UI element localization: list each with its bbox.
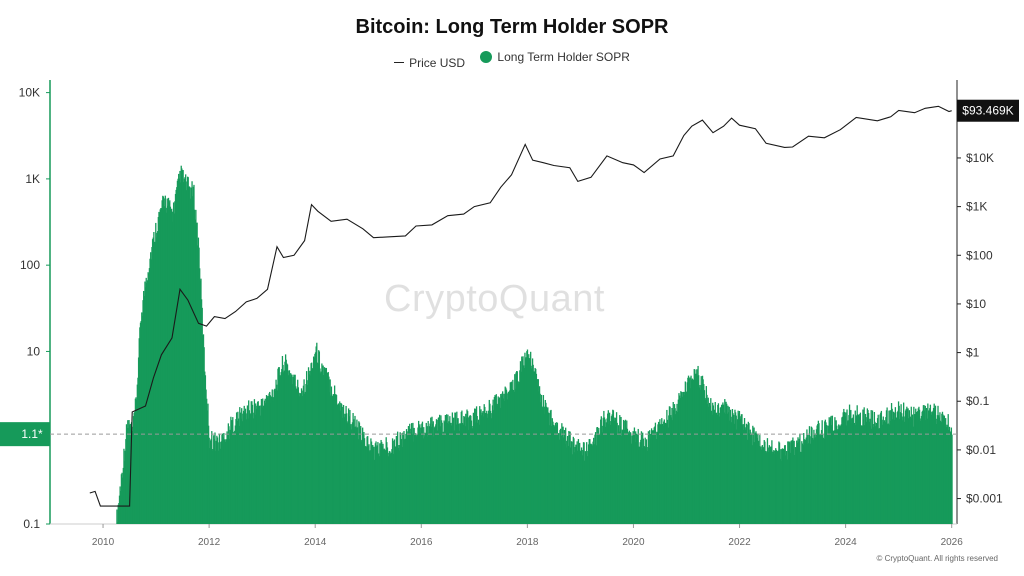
x-tick-label: 2010 — [92, 537, 115, 548]
x-tick-label: 2020 — [622, 537, 645, 548]
chart-title: Bitcoin: Long Term Holder SOPR — [355, 16, 669, 38]
right-tick-label: $0.01 — [966, 443, 996, 457]
right-tick-label: $1K — [966, 200, 987, 214]
legend-label-sopr: Long Term Holder SOPR — [497, 50, 630, 64]
legend-item-sopr[interactable]: Long Term Holder SOPR — [480, 50, 630, 64]
left-tick-label: 10K — [19, 86, 40, 100]
x-tick-label: 2022 — [728, 537, 751, 548]
x-tick-label: 2012 — [198, 537, 221, 548]
sopr-bar — [951, 434, 953, 524]
right-tick-label: $100 — [966, 248, 993, 262]
right-tick-label: $10K — [966, 151, 994, 165]
left-tick-label: 1K — [25, 172, 40, 186]
left-tick-label: 10 — [27, 344, 41, 358]
sopr-bar — [116, 509, 118, 524]
x-tick-label: 2024 — [834, 537, 857, 548]
current-price-label: $93.469K — [962, 104, 1013, 118]
copyright: © CryptoQuant. All rights reserved — [876, 554, 999, 563]
price-line — [89, 105, 952, 507]
x-tick-label: 2026 — [941, 537, 964, 548]
x-tick-label: 2016 — [410, 537, 433, 548]
current-price-box — [957, 99, 1019, 122]
sopr-bars — [116, 165, 953, 525]
watermark: CryptoQuant — [384, 278, 605, 320]
price-line-swatch — [394, 62, 405, 63]
legend: Price USD Long Term Holder SOPR — [0, 50, 1024, 70]
right-tick-label: $0.001 — [966, 492, 1003, 506]
right-tick-label: $0.1 — [966, 394, 990, 408]
right-tick-label: $1 — [966, 346, 980, 360]
sopr-dot-swatch — [480, 51, 493, 63]
x-tick-label: 2018 — [516, 537, 539, 548]
left-tick-label: 0.1 — [23, 517, 40, 531]
legend-item-price[interactable]: Price USD — [394, 56, 465, 70]
right-tick-label: $10 — [966, 297, 986, 311]
x-tick-label: 2014 — [304, 537, 327, 548]
ref-label-box — [0, 422, 50, 447]
ref-label-text: 1.1* — [21, 427, 43, 441]
legend-label-price: Price USD — [409, 55, 466, 70]
left-tick-label: 100 — [20, 258, 40, 272]
